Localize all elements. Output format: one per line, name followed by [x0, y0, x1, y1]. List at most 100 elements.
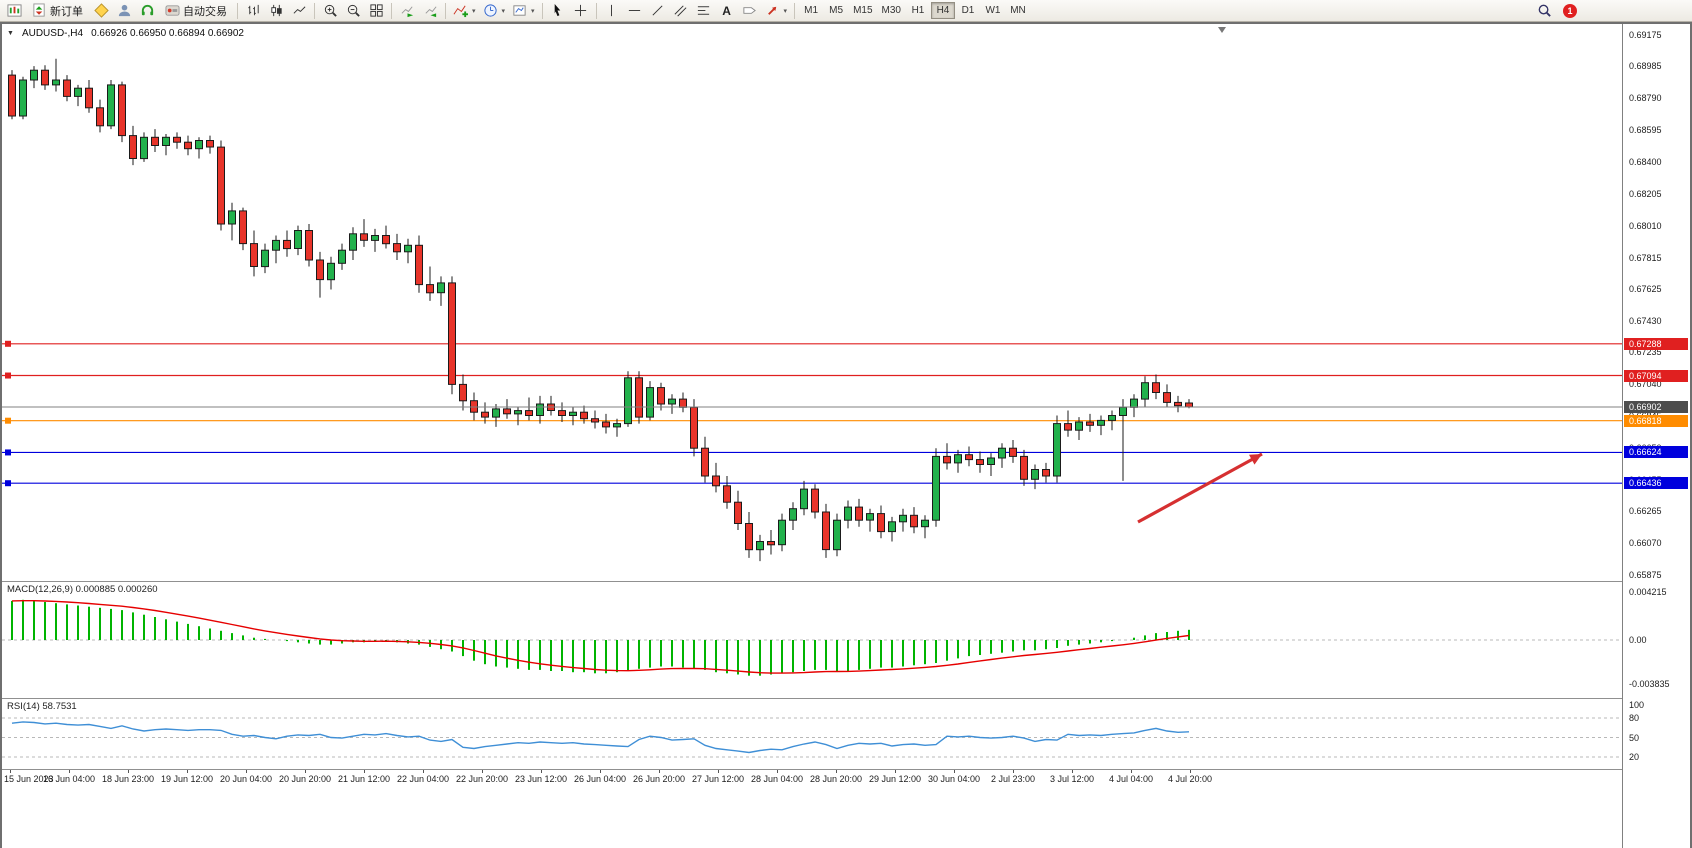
date-tick	[541, 770, 542, 773]
candle-body	[888, 521, 896, 533]
line-handle[interactable]	[5, 372, 11, 379]
candle-body	[833, 519, 841, 551]
candle-body	[910, 514, 918, 528]
auto-scroll-button[interactable]	[396, 1, 418, 21]
autotrading-button[interactable]: 自动交易	[159, 1, 233, 21]
panel-separator	[2, 769, 1690, 770]
profile-button[interactable]	[113, 1, 135, 21]
date-axis-label: 2 Jul 23:00	[990, 774, 1036, 784]
zoom-in-button[interactable]	[319, 1, 341, 21]
symbol-dropdown-icon[interactable]: ▼	[7, 30, 14, 37]
new-order-label: 新订单	[50, 5, 83, 18]
timeframe-mn[interactable]: MN	[1010, 5, 1026, 16]
candle-body	[41, 69, 49, 86]
timeframe-m5[interactable]: M5	[829, 5, 844, 16]
toolbar-separator	[314, 2, 315, 19]
templates-button[interactable]: ▾	[509, 1, 538, 21]
timeframe-m15[interactable]: M15	[853, 5, 873, 16]
panel-separator[interactable]	[2, 581, 1690, 582]
template-icon	[513, 5, 526, 16]
chart-window-button[interactable]	[3, 1, 25, 21]
candle-body	[294, 230, 302, 249]
candle-body	[624, 377, 632, 425]
line-handle[interactable]	[5, 449, 11, 456]
chart-shift-button[interactable]	[419, 1, 441, 21]
periods-button[interactable]: ▾	[480, 1, 509, 21]
macd-axis-label: -0.003835	[1629, 679, 1670, 690]
timeframe-d1[interactable]: D1	[961, 5, 975, 16]
macd-canvas[interactable]	[2, 582, 1622, 698]
timeframe-m1[interactable]: M1	[804, 5, 819, 16]
candle-body	[426, 284, 434, 294]
price-tag: 0.67094	[1624, 369, 1688, 382]
line-handle[interactable]	[5, 417, 11, 424]
metaeditor-button[interactable]	[90, 1, 112, 21]
timeframe-h1[interactable]: H1	[911, 5, 925, 16]
date-tick	[246, 770, 247, 773]
candle-body	[393, 243, 401, 253]
arrows-button[interactable]: ▾	[762, 1, 791, 21]
line-handle[interactable]	[5, 340, 11, 347]
support-button[interactable]	[136, 1, 158, 21]
bar-chart-button[interactable]	[242, 1, 264, 21]
price-axis-label: 0.68205	[1629, 188, 1662, 199]
line-handle[interactable]	[5, 480, 11, 487]
candlestick-chart-button[interactable]	[265, 1, 287, 21]
trend-arrow-annotation[interactable]	[1137, 452, 1263, 524]
crosshair-button[interactable]	[570, 1, 592, 21]
price-tag: 0.67288	[1624, 337, 1688, 350]
candle-body	[701, 447, 709, 477]
price-tag: 0.66902	[1624, 400, 1688, 413]
candle-body	[976, 459, 984, 466]
candle-body	[261, 249, 269, 268]
indicators-button[interactable]: ▾	[450, 1, 479, 21]
date-tick	[128, 770, 129, 773]
candle-body	[844, 506, 852, 521]
candle-body	[151, 136, 159, 147]
macd-signal-line	[11, 600, 1190, 674]
text-tool-icon: A	[722, 3, 731, 18]
price-chart-canvas[interactable]	[2, 24, 1622, 581]
candle-body	[1119, 406, 1127, 416]
date-axis[interactable]: 15 Jun 2023 16 Jun 04:00 18 Jun 23:00 19 Ju…	[2, 770, 1622, 848]
search-button[interactable]	[1533, 1, 1555, 21]
text-button[interactable]: A	[716, 1, 738, 21]
chevron-down-icon: ▾	[531, 7, 535, 15]
date-tick	[1190, 770, 1191, 773]
fibonacci-button[interactable]	[693, 1, 715, 21]
chart-shift-marker-icon[interactable]	[1218, 27, 1226, 33]
notification-badge[interactable]: 1	[1563, 3, 1577, 18]
timeframe-h4[interactable]: H4	[930, 2, 955, 19]
new-order-button[interactable]: 新订单	[26, 1, 89, 21]
label-button[interactable]	[739, 1, 761, 21]
candle-body	[646, 387, 654, 418]
line-chart-button[interactable]	[288, 1, 310, 21]
panel-separator[interactable]	[2, 698, 1690, 699]
rsi-axis-label: 50	[1629, 732, 1640, 743]
zoom-out-button[interactable]	[342, 1, 364, 21]
candle-body	[8, 74, 16, 117]
candle-body	[1042, 469, 1050, 477]
vertical-line-button[interactable]	[601, 1, 623, 21]
timeframe-w1[interactable]: W1	[985, 5, 1001, 16]
date-axis-label: 4 Jul 04:00	[1108, 774, 1154, 784]
cursor-button[interactable]	[547, 1, 569, 21]
candle-body	[1108, 415, 1116, 421]
trendline-button[interactable]	[647, 1, 669, 21]
horizontal-line-button[interactable]	[624, 1, 646, 21]
candle-body	[1141, 382, 1149, 400]
candle-body	[382, 235, 390, 245]
date-axis-label: 22 Jun 20:00	[455, 774, 509, 784]
tile-windows-button[interactable]	[365, 1, 387, 21]
chevron-down-icon: ▾	[501, 7, 506, 15]
candle-body	[360, 233, 368, 241]
rsi-canvas[interactable]	[2, 699, 1622, 769]
candle-body	[569, 411, 577, 417]
candle-body	[162, 136, 170, 147]
candle-body	[657, 387, 665, 405]
candle-body	[349, 233, 357, 251]
channel-button[interactable]	[670, 1, 692, 21]
price-axis-label: 0.67625	[1629, 283, 1662, 294]
price-axis[interactable]: 0.69175 0.68985 0.68790 0.68595 0.68400 0.682…	[1623, 24, 1690, 848]
timeframe-m30[interactable]: M30	[881, 5, 901, 16]
